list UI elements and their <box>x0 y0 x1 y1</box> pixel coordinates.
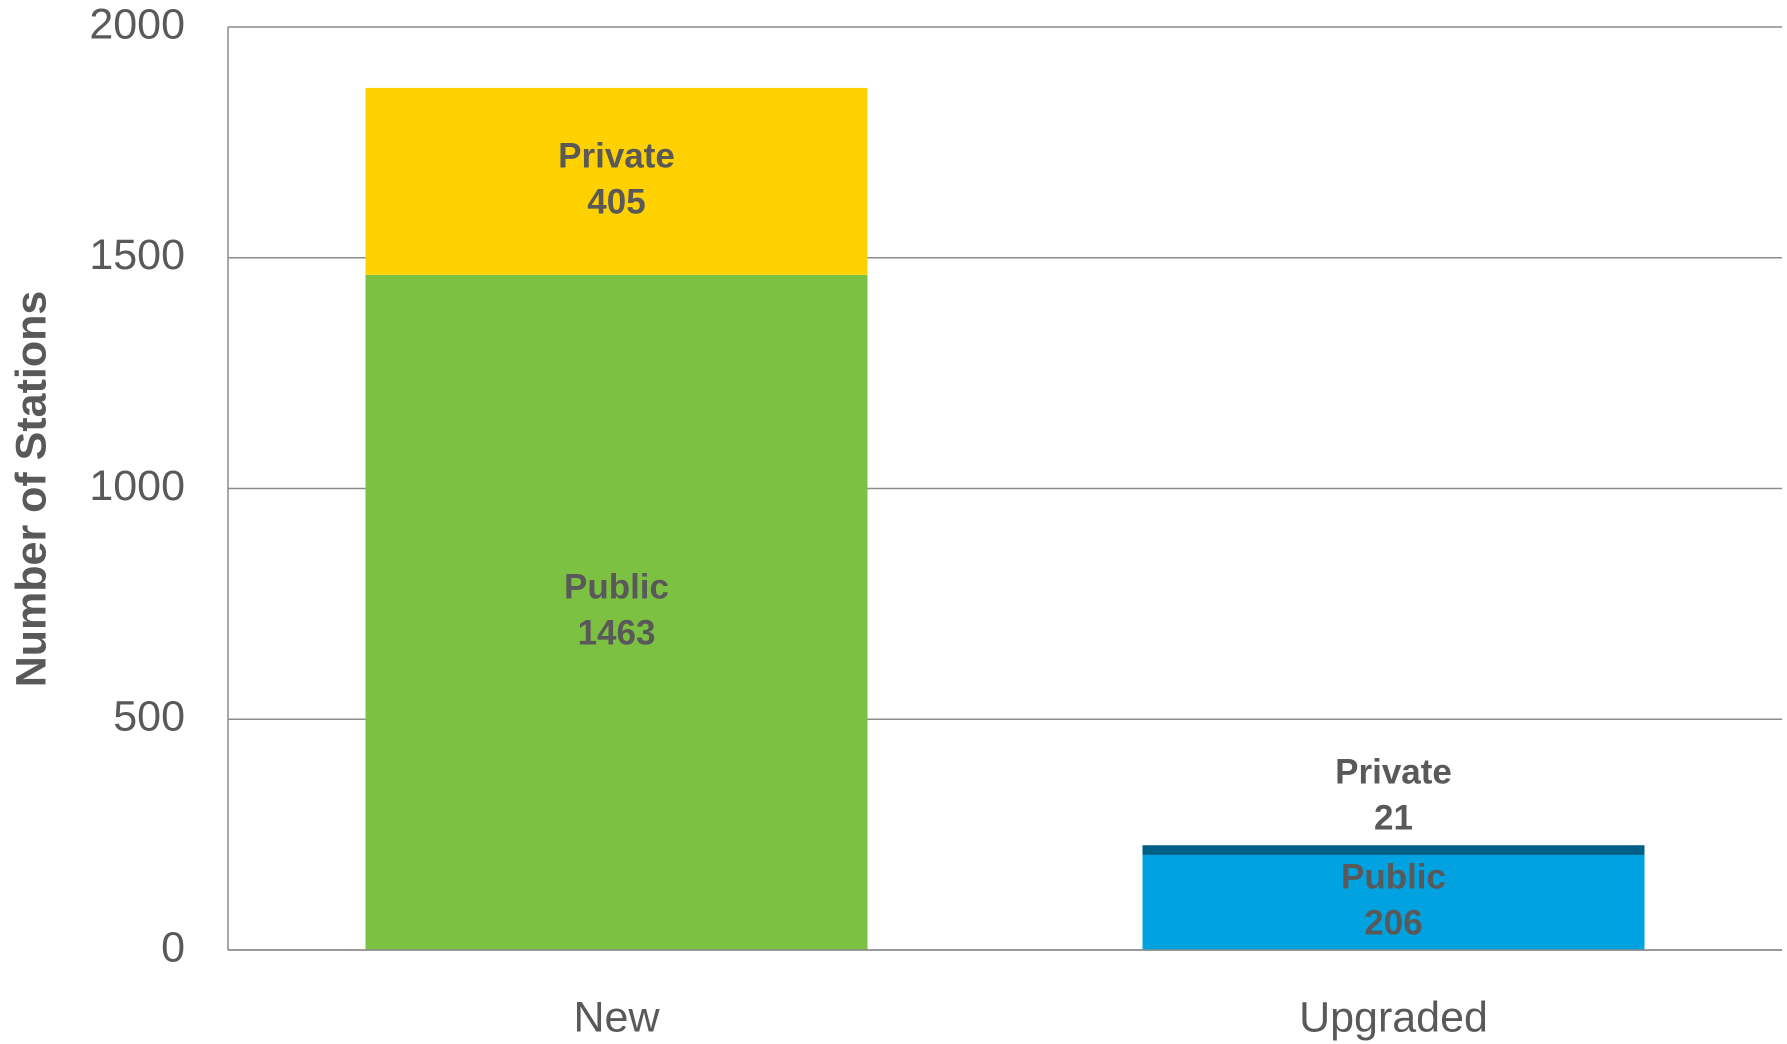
y-tick-label: 1000 <box>89 462 185 510</box>
x-tick-label: New <box>573 993 660 1041</box>
y-tick-label: 2000 <box>89 0 185 48</box>
data-label: 206 <box>1364 904 1422 943</box>
data-label-name: Private <box>1335 752 1452 791</box>
bar-segment <box>365 87 868 275</box>
data-label-name: Public <box>564 568 669 607</box>
data-label: 21 <box>1374 798 1413 837</box>
y-tick-label: 0 <box>161 923 185 971</box>
y-tick-label: 1500 <box>89 231 185 279</box>
y-tick-label: 500 <box>113 693 185 741</box>
data-label-name: Private <box>558 137 675 176</box>
data-label: 405 <box>587 183 645 222</box>
data-label: 1463 <box>578 614 656 653</box>
data-label-name: Public <box>1341 858 1446 897</box>
y-axis-title: Number of Stations <box>7 291 55 688</box>
bar-segment <box>365 274 868 950</box>
bar-segment <box>1142 845 1645 855</box>
bar-segment <box>1142 854 1645 950</box>
x-tick-label: Upgraded <box>1299 993 1488 1041</box>
